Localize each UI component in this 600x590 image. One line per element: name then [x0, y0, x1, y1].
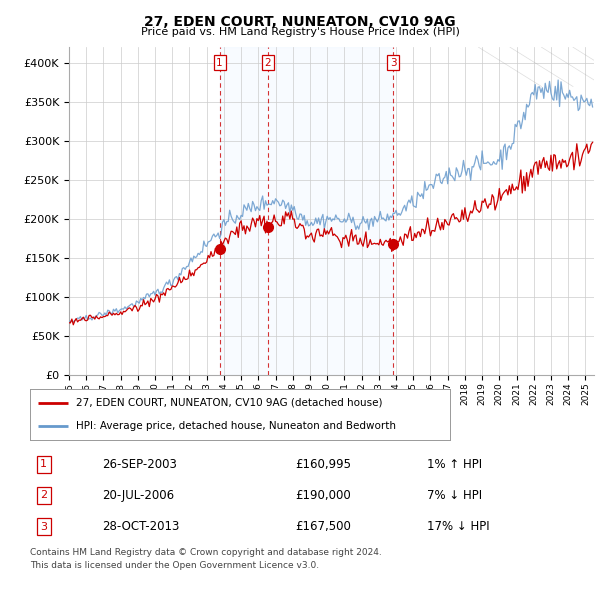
Text: This data is licensed under the Open Government Licence v3.0.: This data is licensed under the Open Gov…: [30, 560, 319, 569]
Text: 1: 1: [217, 58, 223, 68]
Text: HPI: Average price, detached house, Nuneaton and Bedworth: HPI: Average price, detached house, Nune…: [76, 421, 396, 431]
Text: 26-SEP-2003: 26-SEP-2003: [102, 458, 176, 471]
Text: 7% ↓ HPI: 7% ↓ HPI: [427, 489, 482, 502]
Text: 17% ↓ HPI: 17% ↓ HPI: [427, 520, 490, 533]
Text: 27, EDEN COURT, NUNEATON, CV10 9AG (detached house): 27, EDEN COURT, NUNEATON, CV10 9AG (deta…: [76, 398, 383, 408]
Text: Price paid vs. HM Land Registry's House Price Index (HPI): Price paid vs. HM Land Registry's House …: [140, 27, 460, 37]
Text: 3: 3: [40, 522, 47, 532]
Text: Contains HM Land Registry data © Crown copyright and database right 2024.: Contains HM Land Registry data © Crown c…: [30, 548, 382, 556]
Text: £167,500: £167,500: [295, 520, 351, 533]
Text: 27, EDEN COURT, NUNEATON, CV10 9AG: 27, EDEN COURT, NUNEATON, CV10 9AG: [144, 15, 456, 29]
Bar: [220, 47, 393, 375]
Text: 2: 2: [265, 58, 271, 68]
Text: 2: 2: [40, 490, 47, 500]
Text: 28-OCT-2013: 28-OCT-2013: [102, 520, 179, 533]
Text: £190,000: £190,000: [295, 489, 351, 502]
Text: 1: 1: [40, 460, 47, 469]
Text: £160,995: £160,995: [295, 458, 351, 471]
Text: 3: 3: [390, 58, 397, 68]
Text: 1% ↑ HPI: 1% ↑ HPI: [427, 458, 482, 471]
Text: 20-JUL-2006: 20-JUL-2006: [102, 489, 174, 502]
